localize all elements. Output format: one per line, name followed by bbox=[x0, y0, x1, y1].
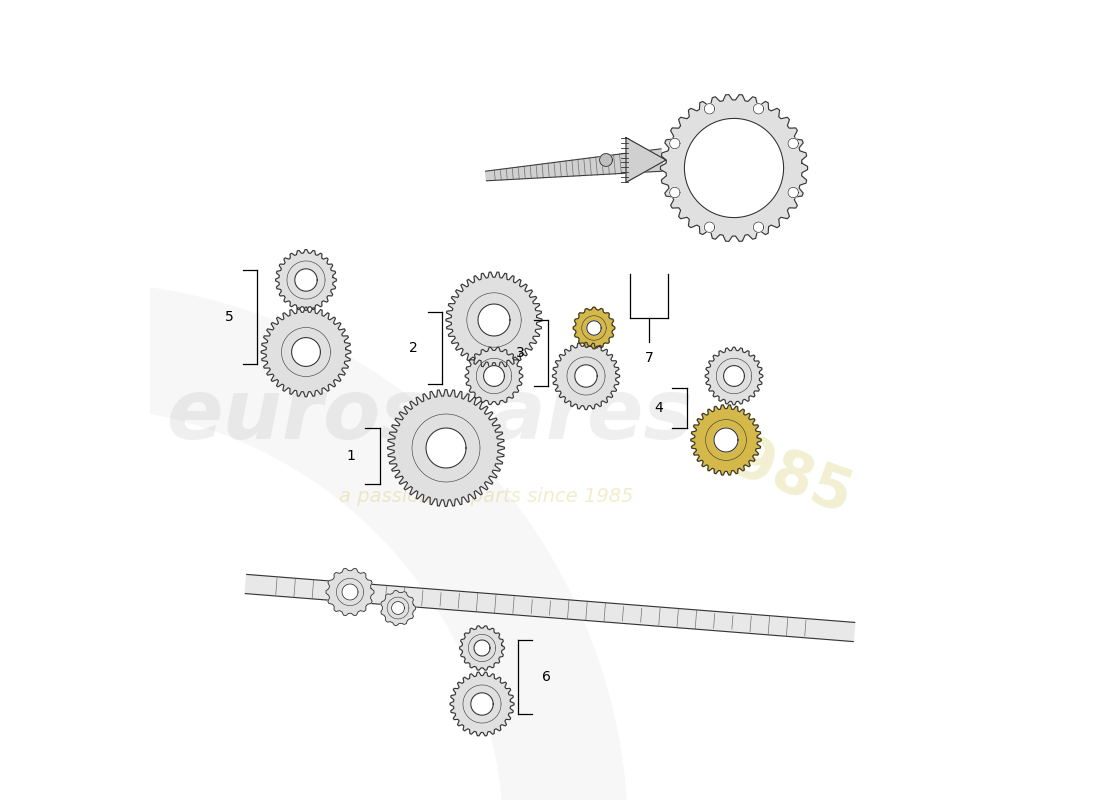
Polygon shape bbox=[626, 138, 666, 182]
Text: 2: 2 bbox=[409, 341, 418, 355]
Polygon shape bbox=[292, 338, 320, 366]
Polygon shape bbox=[245, 574, 855, 642]
Polygon shape bbox=[573, 307, 615, 349]
Text: 1985: 1985 bbox=[688, 418, 860, 526]
Polygon shape bbox=[788, 138, 799, 149]
Polygon shape bbox=[295, 269, 317, 291]
Text: 1: 1 bbox=[346, 449, 355, 463]
Text: a passion for parts since 1985: a passion for parts since 1985 bbox=[339, 486, 634, 506]
Polygon shape bbox=[670, 138, 680, 149]
Polygon shape bbox=[724, 366, 745, 386]
Text: eurospares: eurospares bbox=[166, 375, 693, 457]
Polygon shape bbox=[575, 365, 597, 387]
Text: 4: 4 bbox=[654, 401, 663, 415]
Polygon shape bbox=[460, 626, 505, 670]
Text: 3: 3 bbox=[516, 346, 525, 360]
Polygon shape bbox=[714, 428, 738, 452]
Polygon shape bbox=[426, 428, 466, 468]
Polygon shape bbox=[485, 149, 663, 181]
Polygon shape bbox=[660, 94, 807, 242]
Polygon shape bbox=[471, 693, 493, 715]
Polygon shape bbox=[276, 250, 337, 310]
Polygon shape bbox=[392, 602, 405, 614]
Polygon shape bbox=[691, 405, 761, 475]
Polygon shape bbox=[788, 187, 799, 198]
Polygon shape bbox=[474, 640, 490, 656]
Polygon shape bbox=[381, 590, 416, 626]
Text: 6: 6 bbox=[542, 670, 551, 684]
Polygon shape bbox=[754, 222, 763, 232]
Polygon shape bbox=[670, 187, 680, 198]
Polygon shape bbox=[342, 584, 358, 600]
Polygon shape bbox=[484, 366, 505, 386]
Polygon shape bbox=[326, 568, 374, 616]
Text: 7: 7 bbox=[645, 351, 653, 365]
Polygon shape bbox=[586, 321, 602, 335]
Polygon shape bbox=[704, 222, 715, 232]
Polygon shape bbox=[600, 154, 613, 166]
Polygon shape bbox=[446, 272, 542, 368]
Polygon shape bbox=[705, 347, 762, 405]
Polygon shape bbox=[684, 118, 783, 218]
Polygon shape bbox=[387, 390, 505, 506]
Polygon shape bbox=[450, 672, 514, 736]
Polygon shape bbox=[465, 347, 522, 405]
Polygon shape bbox=[261, 307, 351, 397]
Polygon shape bbox=[754, 104, 763, 114]
Polygon shape bbox=[478, 304, 510, 336]
Text: 5: 5 bbox=[224, 310, 233, 324]
Polygon shape bbox=[704, 104, 715, 114]
Polygon shape bbox=[552, 342, 619, 410]
